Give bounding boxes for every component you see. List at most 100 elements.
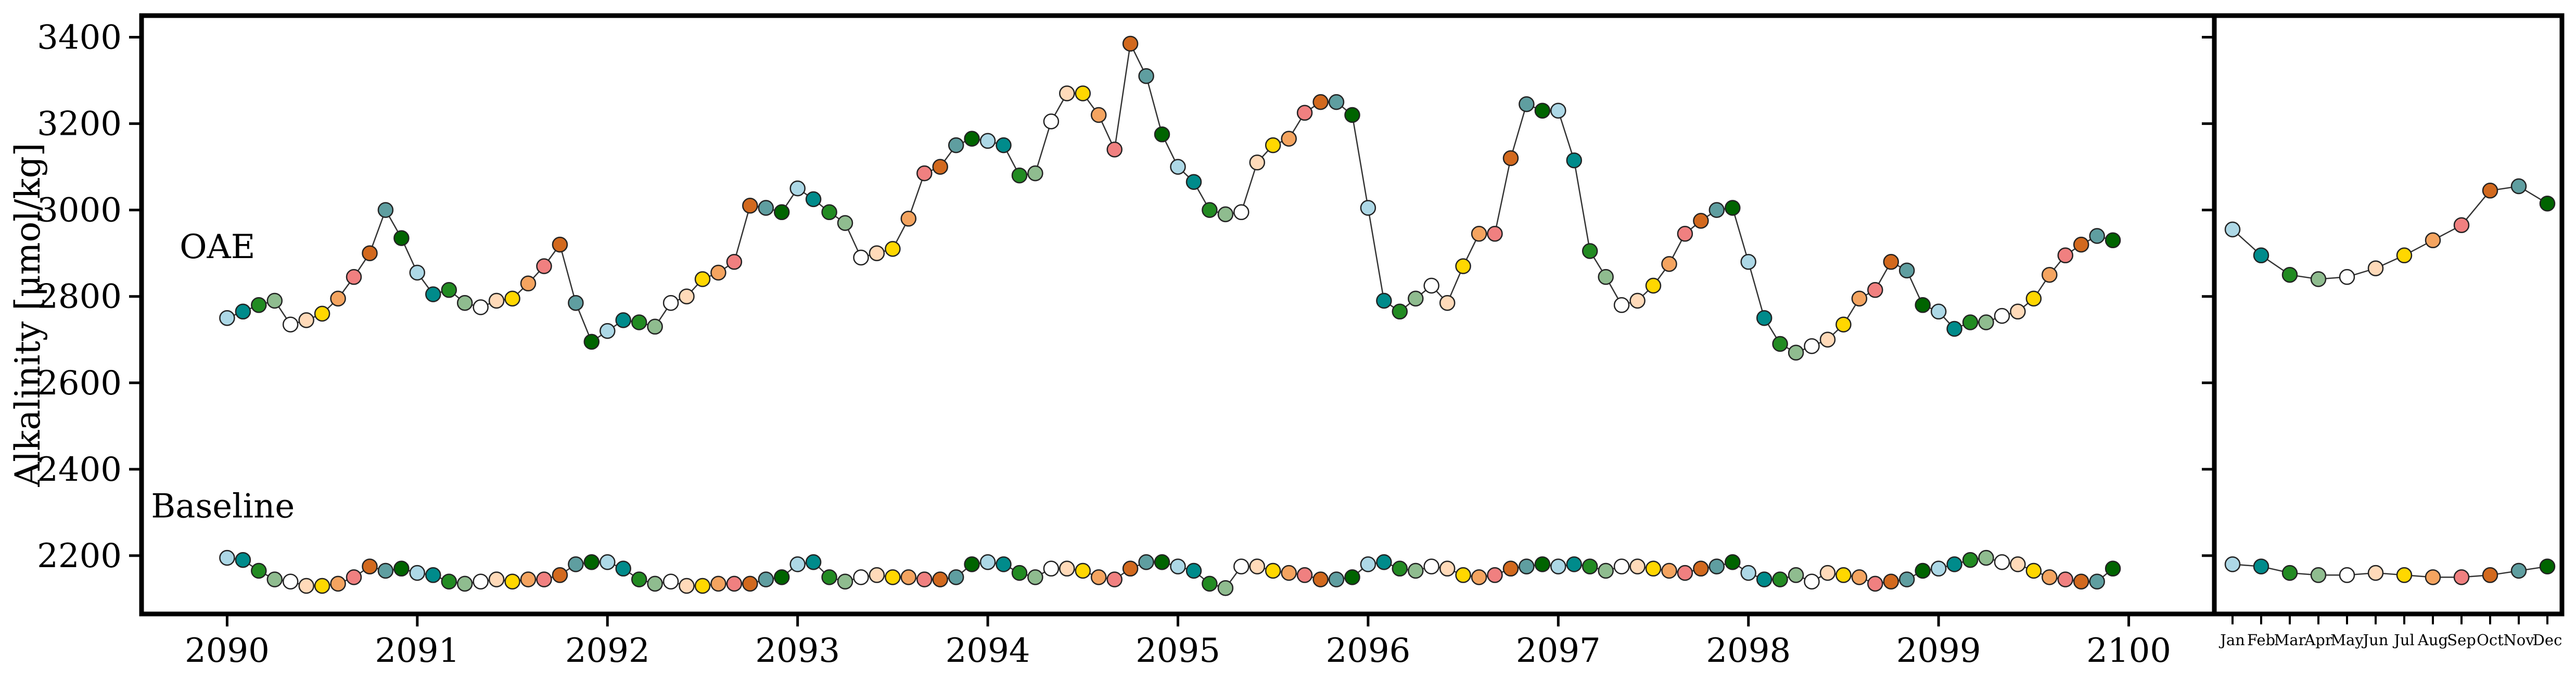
data-point-baseline — [298, 578, 314, 594]
climatology-point-oae — [2425, 232, 2441, 249]
data-point-oae — [1217, 206, 1234, 223]
data-point-baseline — [932, 571, 948, 587]
data-point-oae — [1487, 226, 1503, 242]
data-point-baseline — [2057, 571, 2074, 587]
data-point-baseline — [1962, 552, 1979, 568]
data-point-baseline — [1059, 560, 1075, 577]
data-point-baseline — [1122, 560, 1139, 577]
data-point-oae — [1613, 297, 1630, 313]
data-point-baseline — [2089, 573, 2105, 590]
data-point-baseline — [1075, 562, 1091, 579]
data-point-baseline — [314, 578, 330, 594]
data-point-baseline — [488, 571, 505, 587]
data-point-oae — [1075, 85, 1091, 101]
data-point-oae — [251, 297, 267, 313]
month-tick-label: Jul — [2392, 631, 2415, 649]
data-point-baseline — [282, 573, 299, 590]
data-point-oae — [1645, 277, 1662, 294]
x-tick-label: 2099 — [1896, 632, 1981, 670]
data-point-oae — [219, 310, 235, 326]
data-point-baseline — [1281, 565, 1297, 581]
climatology-point-oae — [2310, 271, 2327, 287]
climatology-point-baseline — [2453, 569, 2470, 585]
month-tick-label: Apr — [2304, 631, 2332, 649]
data-point-oae — [362, 245, 378, 261]
data-point-oae — [1851, 290, 1868, 307]
data-point-baseline — [520, 571, 537, 587]
data-point-oae — [758, 200, 774, 216]
data-point-oae — [1122, 35, 1139, 52]
data-point-oae — [1185, 174, 1202, 190]
data-point-baseline — [377, 562, 394, 579]
data-point-baseline — [853, 569, 869, 585]
climatology-y-ticks — [2202, 36, 2214, 557]
data-point-oae — [2089, 228, 2105, 244]
data-point-baseline — [1756, 571, 1772, 587]
data-point-baseline — [409, 565, 426, 581]
data-point-oae — [568, 294, 584, 311]
month-tick-label: Sep — [2447, 631, 2476, 649]
data-point-baseline — [1360, 556, 1376, 572]
data-point-baseline — [837, 573, 853, 590]
data-point-baseline — [679, 578, 695, 594]
data-point-baseline — [1344, 569, 1360, 585]
data-point-baseline — [1550, 558, 1566, 574]
data-point-baseline — [219, 549, 235, 566]
data-point-oae — [1994, 308, 2010, 324]
month-tick-label: May — [2330, 631, 2364, 649]
series-label-baseline: Baseline — [151, 487, 295, 526]
data-point-oae — [330, 290, 346, 307]
data-point-baseline — [647, 575, 663, 592]
data-point-baseline — [536, 571, 552, 587]
data-point-baseline — [1202, 575, 1218, 592]
data-point-oae — [600, 323, 616, 339]
data-point-oae — [647, 318, 663, 335]
data-point-oae — [235, 303, 251, 320]
data-point-oae — [1296, 105, 1313, 121]
data-point-baseline — [1439, 560, 1456, 577]
data-point-oae — [1788, 344, 1804, 361]
data-point-oae — [1661, 256, 1677, 272]
data-point-oae — [1915, 297, 1931, 313]
climatology-series-lines — [2232, 185, 2548, 578]
data-point-oae — [1582, 243, 1598, 259]
data-point-baseline — [504, 573, 520, 590]
data-point-baseline — [251, 562, 267, 579]
data-point-oae — [1249, 155, 1266, 171]
data-point-baseline — [1392, 560, 1408, 577]
data-point-baseline — [1867, 575, 1883, 592]
data-point-baseline — [1883, 573, 1899, 590]
data-point-baseline — [1788, 567, 1804, 583]
data-point-baseline — [456, 575, 473, 592]
data-point-baseline — [362, 558, 378, 574]
climatology-point-baseline — [2367, 565, 2384, 581]
data-point-baseline — [1566, 556, 1583, 572]
data-point-oae — [2073, 236, 2089, 253]
data-point-oae — [710, 264, 726, 281]
data-point-oae — [1708, 202, 1725, 218]
climatology-point-oae — [2510, 178, 2527, 195]
climatology-plot-frame — [2212, 13, 2565, 617]
data-point-oae — [1898, 262, 1915, 279]
data-point-oae — [377, 202, 394, 218]
data-point-oae — [679, 288, 695, 304]
y-tick-label: 2400 — [37, 451, 122, 489]
data-point-baseline — [1408, 562, 1424, 579]
data-point-baseline — [916, 571, 933, 587]
climatology-point-baseline — [2482, 567, 2498, 583]
data-point-oae — [1106, 142, 1123, 158]
data-point-baseline — [1946, 556, 1962, 572]
data-point-baseline — [441, 573, 457, 590]
data-point-baseline — [552, 567, 568, 583]
month-tick-label: Feb — [2247, 631, 2275, 649]
y-tick-label: 2800 — [37, 278, 122, 316]
x-tick-label: 2092 — [565, 632, 650, 670]
data-point-oae — [456, 294, 473, 311]
data-point-baseline — [1978, 549, 1994, 566]
data-point-baseline — [1534, 556, 1551, 572]
data-point-oae — [979, 133, 996, 149]
data-point-oae — [393, 230, 410, 246]
x-tick-label: 2096 — [1325, 632, 1410, 670]
data-point-baseline — [1471, 569, 1487, 585]
data-point-oae — [900, 211, 917, 227]
